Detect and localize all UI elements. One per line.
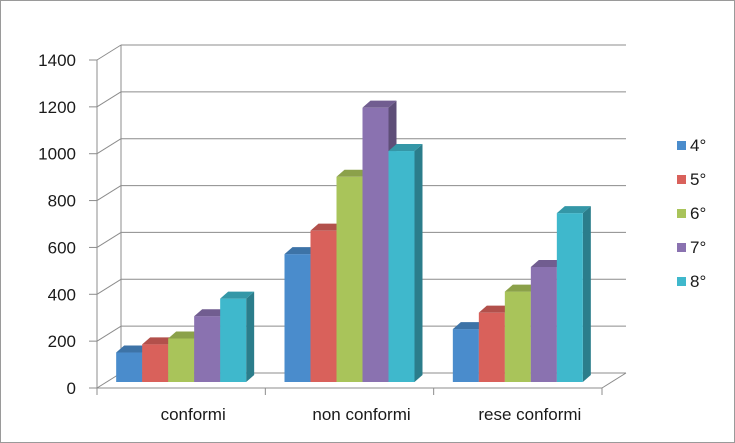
bar-front — [362, 107, 389, 382]
legend-label: 5° — [690, 170, 706, 189]
bar-front — [168, 338, 195, 382]
gridline-side — [96, 278, 122, 295]
legend-swatch — [677, 175, 686, 184]
bar-front — [388, 151, 415, 382]
bar-top — [478, 305, 513, 313]
bar-front — [284, 254, 311, 382]
bars — [116, 100, 591, 382]
gridline-side — [96, 91, 122, 108]
bar-side — [414, 144, 423, 382]
bar-top — [452, 322, 487, 330]
legend-label: 4° — [690, 136, 706, 155]
bar-side — [582, 206, 591, 382]
bar-front — [194, 316, 221, 382]
bar-top — [220, 291, 255, 299]
bar-front — [116, 352, 143, 382]
bar — [220, 291, 255, 382]
bar-front — [310, 230, 337, 382]
bar — [388, 144, 423, 382]
y-tick-label: 0 — [67, 379, 76, 398]
y-tick-label: 400 — [48, 285, 76, 304]
bar-top — [116, 345, 151, 353]
bar-side — [246, 291, 255, 382]
bar-top — [142, 337, 177, 345]
gridline-side — [96, 185, 122, 201]
bar-front — [556, 213, 583, 382]
legend-swatch — [677, 141, 686, 150]
x-category-label: conformi — [161, 405, 226, 424]
bar-top — [388, 144, 423, 152]
bar-front — [530, 267, 557, 382]
legend-swatch — [677, 243, 686, 252]
x-category-label: non conformi — [312, 405, 410, 424]
gridline-side — [96, 325, 122, 342]
bar-front — [504, 291, 531, 382]
legend-swatch — [677, 209, 686, 218]
bar-front — [478, 312, 505, 382]
bar-top — [336, 169, 371, 177]
axes — [89, 59, 627, 395]
y-tick-label: 200 — [48, 332, 76, 351]
bar-front — [142, 344, 169, 382]
y-tick-label: 1000 — [38, 145, 76, 164]
floor-edge — [601, 372, 627, 389]
gridline-side — [96, 44, 122, 61]
bar-front — [220, 298, 247, 382]
bar — [556, 206, 591, 382]
legend: 4° 5° 6° 7° 8° — [677, 136, 706, 291]
bar-top — [504, 284, 539, 292]
gridline-side — [96, 138, 122, 155]
bar-top — [530, 260, 565, 267]
bar-top — [310, 223, 345, 231]
legend-label: 6° — [690, 204, 706, 223]
bar-front — [336, 176, 363, 382]
y-tick-label: 600 — [48, 238, 76, 257]
bar-top — [284, 247, 319, 255]
bar-top — [362, 100, 397, 108]
x-category-label: rese conformi — [478, 405, 581, 424]
gridline-side — [96, 232, 122, 248]
bar-top — [556, 206, 591, 214]
y-axis-tick-labels: 0 200 400 600 800 1000 1200 1400 — [38, 51, 76, 398]
legend-label: 7° — [690, 238, 706, 257]
bar-top — [194, 309, 229, 317]
y-tick-label: 1200 — [38, 98, 76, 117]
bar-top — [168, 331, 203, 339]
x-axis-category-labels: conformi non conformi rese conformi — [161, 405, 582, 424]
y-tick-label: 1400 — [38, 51, 76, 70]
y-tick-label: 800 — [48, 192, 76, 211]
legend-label: 8° — [690, 272, 706, 291]
legend-swatch — [677, 277, 686, 286]
bar-front — [452, 329, 479, 382]
